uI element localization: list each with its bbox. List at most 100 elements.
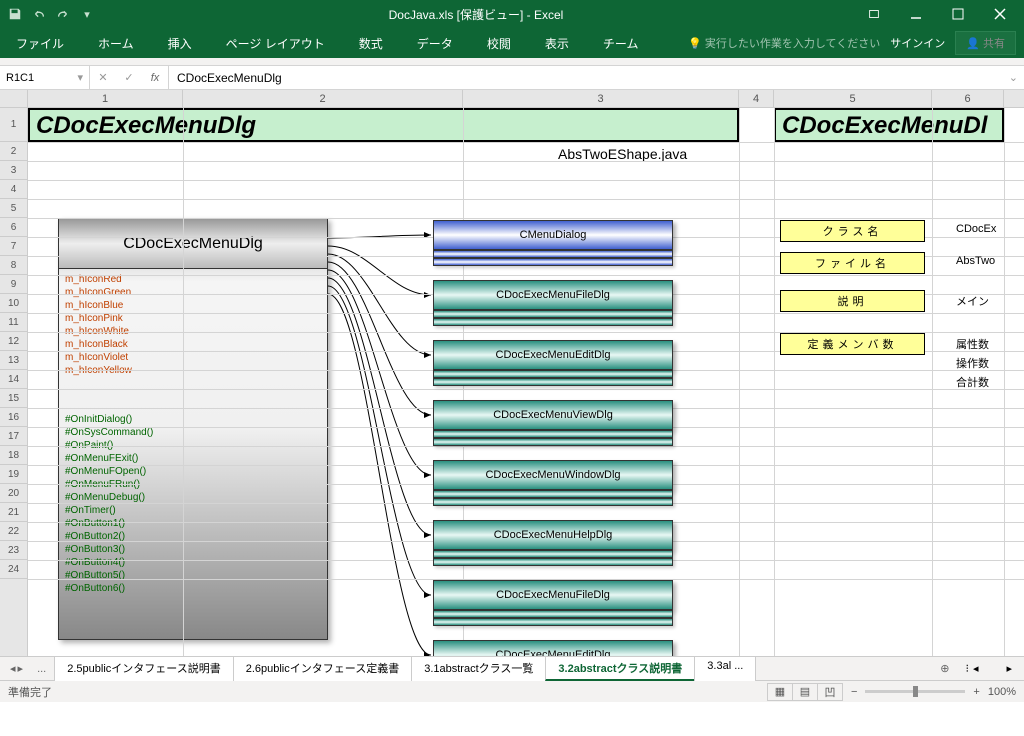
zoom-slider[interactable]	[865, 690, 965, 693]
tell-me[interactable]: 💡 実行したい作業を入力してください	[688, 35, 880, 51]
info-label: クラス名	[780, 220, 925, 242]
sheet-scroll[interactable]: ⁝◂▸	[957, 662, 1020, 675]
sheet-tab[interactable]: 3.2abstractクラス説明書	[545, 656, 695, 681]
sheet-tab[interactable]: 2.6publicインタフェース定義書	[233, 656, 412, 681]
ribbon-tab[interactable]: チーム	[595, 31, 647, 56]
row-header[interactable]: 14	[0, 370, 27, 389]
zoom-out-button[interactable]: −	[851, 686, 857, 698]
name-box[interactable]: R1C1 ▾	[0, 66, 90, 89]
class-attribute: m_hIconGreen	[65, 286, 321, 299]
row-header[interactable]: 24	[0, 560, 27, 579]
row-header[interactable]: 8	[0, 256, 27, 275]
row-header[interactable]: 7	[0, 237, 27, 256]
info-value: CDocEx	[956, 223, 996, 235]
row-header[interactable]: 19	[0, 465, 27, 484]
info-label: 定義メンバ数	[780, 333, 925, 355]
sheet-nav[interactable]: ◂▸	[4, 662, 29, 675]
signin-link[interactable]: サインイン	[890, 35, 945, 51]
normal-view-icon[interactable]: ▦	[767, 683, 793, 701]
row-header[interactable]: 2	[0, 142, 27, 161]
qat-dropdown-icon[interactable]: ▾	[76, 3, 98, 25]
ribbon-tab[interactable]: ホーム	[90, 31, 142, 56]
ribbon-options-icon[interactable]	[854, 0, 894, 28]
info-value: AbsTwo	[956, 255, 995, 267]
info-label: ファイル名	[780, 252, 925, 274]
select-all-corner[interactable]	[0, 90, 28, 107]
undo-icon[interactable]	[28, 3, 50, 25]
formula-input[interactable]	[177, 71, 995, 85]
class-operation: #OnButton1()	[65, 517, 321, 530]
class-attribute: m_hIconBlack	[65, 338, 321, 351]
row-header[interactable]: 13	[0, 351, 27, 370]
main-title-cell-2[interactable]: CDocExecMenuDl	[774, 108, 1004, 142]
save-icon[interactable]	[4, 3, 26, 25]
column-header[interactable]: 1	[28, 90, 183, 107]
sheet-tabs-bar: ◂▸ ... 2.5publicインタフェース説明書2.6publicインタフェ…	[0, 656, 1024, 680]
spreadsheet-grid[interactable]: 123456 123456789101112131415161718192021…	[0, 90, 1024, 656]
new-sheet-button[interactable]: ⊕	[932, 659, 957, 678]
fx-icon[interactable]: fx	[142, 72, 168, 84]
row-header[interactable]: 22	[0, 522, 27, 541]
row-header[interactable]: 5	[0, 199, 27, 218]
ribbon-tab[interactable]: 挿入	[160, 31, 200, 56]
column-header[interactable]: 4	[739, 90, 774, 107]
maximize-button[interactable]	[938, 0, 978, 28]
column-header[interactable]: 6	[932, 90, 1004, 107]
class-attribute: m_hIconViolet	[65, 351, 321, 364]
java-filename: AbsTwoEShape.java	[558, 146, 687, 162]
cancel-formula-icon[interactable]: ✕	[90, 71, 116, 84]
sheet-tab[interactable]: 2.5publicインタフェース説明書	[54, 656, 233, 681]
ribbon-tab[interactable]: ファイル	[8, 31, 72, 56]
ribbon-tab[interactable]: 数式	[351, 31, 391, 56]
redo-icon[interactable]	[52, 3, 74, 25]
page-break-icon[interactable]: 凹	[817, 683, 843, 701]
row-header[interactable]: 11	[0, 313, 27, 332]
row-header[interactable]: 4	[0, 180, 27, 199]
row-header[interactable]: 6	[0, 218, 27, 237]
row-header[interactable]: 21	[0, 503, 27, 522]
row-header[interactable]: 18	[0, 446, 27, 465]
class-operation: #OnMenuFOpen()	[65, 465, 321, 478]
column-header[interactable]: 5	[774, 90, 932, 107]
related-class-box: CDocExecMenuFileDlg	[433, 280, 673, 310]
info-value: 操作数	[956, 355, 989, 371]
class-operation: #OnButton3()	[65, 543, 321, 556]
row-header[interactable]: 15	[0, 389, 27, 408]
related-class-box: CDocExecMenuEditDlg	[433, 640, 673, 656]
sheet-ellipsis[interactable]: ...	[29, 660, 54, 678]
ribbon-area	[0, 58, 1024, 66]
row-header[interactable]: 16	[0, 408, 27, 427]
ribbon-tab[interactable]: 校閲	[479, 31, 519, 56]
column-header[interactable]: 2	[183, 90, 463, 107]
row-header[interactable]: 1	[0, 108, 27, 142]
sheet-tab[interactable]: 3.1abstractクラス一覧	[411, 656, 546, 681]
share-button[interactable]: 👤 共有	[955, 31, 1016, 55]
ribbon-tab[interactable]: ページ レイアウト	[218, 31, 333, 56]
zoom-in-button[interactable]: +	[973, 686, 979, 698]
view-buttons[interactable]: ▦ ▤ 凹	[768, 683, 843, 701]
related-class-box: CMenuDialog	[433, 220, 673, 250]
class-operation: #OnButton6()	[65, 582, 321, 595]
class-operation: #OnTimer()	[65, 504, 321, 517]
statusbar: 準備完了 ▦ ▤ 凹 − + 100%	[0, 680, 1024, 702]
enter-formula-icon[interactable]: ✓	[116, 71, 142, 84]
row-header[interactable]: 10	[0, 294, 27, 313]
sheet-tab[interactable]: 3.3al ...	[694, 656, 756, 681]
related-class-box: CDocExecMenuViewDlg	[433, 400, 673, 430]
row-header[interactable]: 9	[0, 275, 27, 294]
row-header[interactable]: 23	[0, 541, 27, 560]
ribbon-tab[interactable]: データ	[409, 31, 461, 56]
page-layout-icon[interactable]: ▤	[792, 683, 818, 701]
column-header[interactable]: 3	[463, 90, 739, 107]
close-button[interactable]	[980, 0, 1020, 28]
zoom-level[interactable]: 100%	[988, 686, 1016, 698]
main-title-cell[interactable]: CDocExecMenuDlg	[28, 108, 739, 142]
row-header[interactable]: 20	[0, 484, 27, 503]
minimize-button[interactable]	[896, 0, 936, 28]
formula-expand-icon[interactable]: ⌄	[1003, 71, 1024, 84]
ribbon-tab[interactable]: 表示	[537, 31, 577, 56]
row-header[interactable]: 17	[0, 427, 27, 446]
row-header[interactable]: 3	[0, 161, 27, 180]
class-name-header: CDocExecMenuDlg	[59, 219, 327, 269]
row-header[interactable]: 12	[0, 332, 27, 351]
